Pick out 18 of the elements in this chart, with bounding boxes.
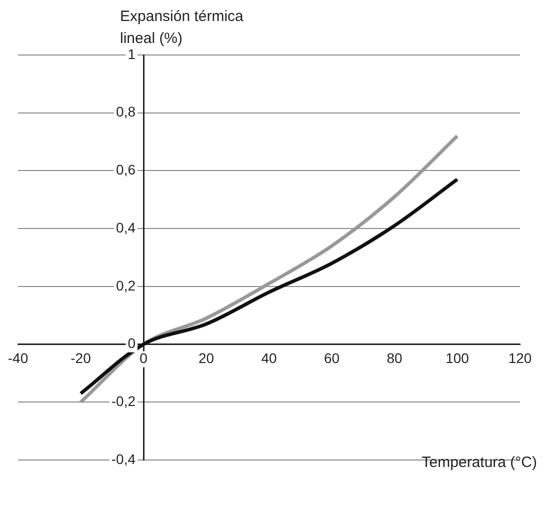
x-tick-label: -40: [8, 350, 28, 366]
y-tick-label: -0,2: [111, 393, 136, 409]
y-tick-label: 1: [128, 46, 136, 62]
y-tick-label: 0: [128, 335, 136, 352]
x-tick-label: 40: [261, 350, 277, 366]
y-tick-label: 0,6: [116, 162, 136, 178]
x-tick-label: 0: [140, 350, 148, 366]
x-axis-title: Temperatura (°C): [422, 454, 537, 471]
x-tick-label: 120: [508, 350, 532, 366]
y-tick-label: 0,2: [116, 277, 136, 294]
y-tick-label: -0,4: [111, 450, 136, 467]
x-tick-label: -20: [70, 350, 92, 366]
x-tick-label: 100: [446, 350, 470, 366]
x-tick-label: 20: [198, 350, 214, 366]
x-tick-label: 80: [386, 350, 402, 366]
y-tick-label: 0,8: [116, 104, 136, 120]
x-tick-label: 60: [324, 350, 340, 366]
y-tick-label: 0,4: [116, 219, 136, 236]
